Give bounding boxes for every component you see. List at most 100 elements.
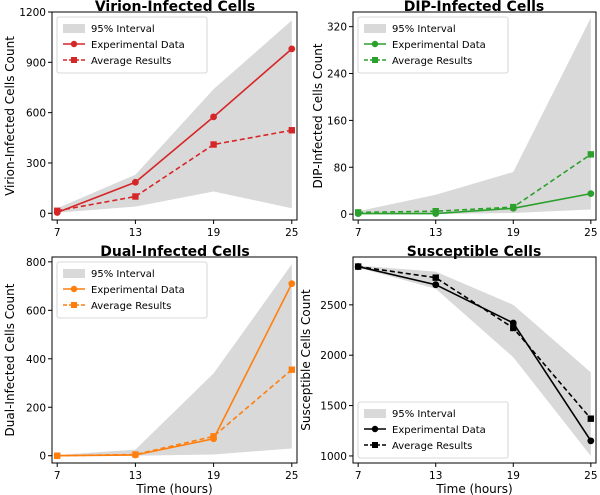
chart-dual-infected-cells-legend-average-results-marker xyxy=(71,302,77,308)
chart-virion-infected-cells-series-experimental-data-line xyxy=(56,48,293,214)
chart-susceptible-cells-x-tick-label: 25 xyxy=(584,470,597,482)
chart-dual-infected-cells-x-tick-label: 13 xyxy=(129,470,142,482)
chart-virion-infected-cells-y-tick-label: 0 xyxy=(39,208,46,220)
chart-dual-infected-cells-axes-frame xyxy=(51,256,298,464)
chart-dip-infected-cells: 7 13 19 25 0 80 160 240 320 DIP-Infected Cells DIP… xyxy=(311,0,598,239)
chart-dip-infected-cells-legend-experimental-data-marker xyxy=(371,40,379,48)
chart-dual-infected-cells-series-average-results-point xyxy=(210,433,217,440)
chart-susceptible-cells-series-average-results-point xyxy=(510,324,517,332)
chart-dip-infected-cells-series-experimental-data-point xyxy=(587,190,595,198)
chart-virion-infected-cells-legend-average-results-marker xyxy=(71,57,77,63)
chart-dip-infected-cells-legend-interval-label: 95% Interval xyxy=(392,24,456,35)
chart-dual-infected-cells-interval-band xyxy=(57,264,292,456)
chart-dual-infected-cells-legend-box xyxy=(56,261,208,319)
chart-dual-infected-cells-y-tick-label: 600 xyxy=(26,305,46,317)
chart-susceptible-cells-x-tick-label: 7 xyxy=(355,470,362,482)
chart-susceptible-cells-title: Susceptible Cells xyxy=(407,244,542,260)
chart-dip-infected-cells-series-average-results-point xyxy=(510,203,517,211)
chart-dip-infected-cells-x-tick-label: 13 xyxy=(429,227,442,239)
chart-dip-infected-cells-legend: 95% Interval Experimental Data Average Res… xyxy=(357,16,509,74)
chart-susceptible-cells-series-experimental-data-line xyxy=(357,265,592,442)
chart-virion-infected-cells-x-tick-label: 13 xyxy=(129,227,142,239)
chart-dual-infected-cells: 7 13 19 25 0 200 400 600 800 Dual-Infected Cells D… xyxy=(3,244,298,495)
chart-dip-infected-cells-legend-average-results-marker xyxy=(372,57,378,63)
chart-dip-infected-cells-axes-frame xyxy=(352,11,597,221)
chart-dual-infected-cells-x-tick-label: 7 xyxy=(54,470,61,482)
chart-virion-infected-cells-y-tick-label: 600 xyxy=(26,108,46,120)
chart-dual-infected-cells-series-experimental-data-point xyxy=(288,280,296,288)
chart-susceptible-cells-series-average-results-line xyxy=(358,265,592,420)
chart-virion-infected-cells-y-tick-label: 300 xyxy=(26,158,46,170)
chart-virion-infected-cells-series-experimental-data-point xyxy=(210,113,217,121)
chart-virion-infected-cells-legend-experimental-data-label: Experimental Data xyxy=(91,40,185,51)
chart-susceptible-cells-series-experimental-data-point xyxy=(509,319,517,327)
chart-dip-infected-cells-legend-box xyxy=(357,16,509,74)
chart-dip-infected-cells-y-tick-label: 0 xyxy=(340,209,347,221)
chart-susceptible-cells-y-tick-label: 2000 xyxy=(320,350,347,362)
chart-virion-infected-cells-x-tick-label: 19 xyxy=(207,227,220,239)
chart-susceptible-cells-y-tick-label: 1500 xyxy=(320,401,347,413)
chart-dip-infected-cells-series-average-results-line xyxy=(358,153,592,214)
chart-dual-infected-cells-x-tick-label: 19 xyxy=(207,470,220,482)
chart-dip-infected-cells-y-tick-label: 240 xyxy=(327,69,347,81)
chart-susceptible-cells-y-tick-label: 1000 xyxy=(320,451,347,463)
chart-virion-infected-cells-legend-experimental-data-marker xyxy=(70,40,78,48)
chart-virion-infected-cells-legend-interval-swatch xyxy=(63,24,85,33)
chart-dual-infected-cells-legend-interval-swatch xyxy=(63,269,85,278)
chart-dual-infected-cells-legend-average-results-label: Average Results xyxy=(91,301,171,312)
chart-dip-infected-cells-x-tick-label: 19 xyxy=(507,227,520,239)
chart-dip-infected-cells-series-average-results-point xyxy=(432,208,439,215)
chart-susceptible-cells-series-experimental-data-point xyxy=(587,437,595,445)
chart-dip-infected-cells-x-tick-label: 25 xyxy=(584,227,597,239)
chart-virion-infected-cells-legend-average-results-label: Average Results xyxy=(91,56,171,67)
chart-susceptible-cells-legend-interval-label: 95% Interval xyxy=(392,409,456,420)
chart-virion-infected-cells-series-experimental-data-point xyxy=(132,178,139,186)
chart-virion-infected-cells: 7 13 19 25 0 300 600 900 1200 Virion-Infected Cel… xyxy=(3,0,298,239)
chart-susceptible-cells-ylabel: Susceptible Cells Count xyxy=(299,289,313,431)
chart-susceptible-cells-axes-frame xyxy=(352,256,597,464)
chart-dip-infected-cells-legend-experimental-data-label: Experimental Data xyxy=(392,40,486,51)
chart-susceptible-cells-legend-average-results-marker xyxy=(372,442,378,448)
chart-dual-infected-cells-x-tick-label: 25 xyxy=(285,470,298,482)
chart-dual-infected-cells-y-tick-label: 800 xyxy=(26,257,46,269)
chart-dip-infected-cells-y-tick-label: 80 xyxy=(334,162,347,174)
chart-susceptible-cells-legend-average-results-label: Average Results xyxy=(392,441,472,452)
chart-dual-infected-cells-legend-experimental-data-label: Experimental Data xyxy=(91,285,185,296)
chart-dip-infected-cells-legend-interval-swatch xyxy=(364,24,386,33)
chart-dual-infected-cells-series-average-results-point xyxy=(132,451,139,458)
chart-virion-infected-cells-legend-box xyxy=(56,16,208,74)
chart-virion-infected-cells-series-average-results-point xyxy=(132,193,139,200)
chart-dual-infected-cells-title: Dual-Infected Cells xyxy=(100,244,250,260)
chart-virion-infected-cells-ylabel: Virion-Infected Cells Count xyxy=(3,36,17,196)
chart-virion-infected-cells-legend: 95% Interval Experimental Data Average Res… xyxy=(56,16,208,74)
chart-dual-infected-cells-series-average-results-point xyxy=(54,452,61,459)
chart-susceptible-cells-series-average-results-point xyxy=(432,274,439,281)
chart-virion-infected-cells-y-tick-label: 1200 xyxy=(19,7,46,19)
chart-virion-infected-cells-legend-interval-label: 95% Interval xyxy=(91,24,155,35)
chart-susceptible-cells-legend: 95% Interval Experimental Data Average Res… xyxy=(357,401,509,459)
chart-dip-infected-cells-series-experimental-data-line xyxy=(358,192,591,215)
chart-dual-infected-cells-legend: 95% Interval Experimental Data Average Res… xyxy=(56,261,208,319)
chart-dual-infected-cells-legend-interval-label: 95% Interval xyxy=(91,269,155,280)
chart-dip-infected-cells-y-tick-label: 320 xyxy=(327,22,347,34)
chart-dual-infected-cells-series-average-results-point xyxy=(288,366,295,373)
chart-susceptible-cells-x-tick-label: 13 xyxy=(429,470,442,482)
chart-susceptible-cells-legend-interval-swatch xyxy=(364,409,386,418)
chart-virion-infected-cells-x-tick-label: 25 xyxy=(285,227,298,239)
chart-dip-infected-cells-y-tick-label: 160 xyxy=(327,115,347,127)
chart-virion-infected-cells-title: Virion-Infected Cells xyxy=(95,0,255,15)
chart-dual-infected-cells-y-tick-label: 400 xyxy=(26,354,46,366)
chart-dip-infected-cells-x-tick-label: 7 xyxy=(355,227,362,239)
chart-dual-infected-cells-legend-experimental-data-marker xyxy=(70,285,78,293)
chart-dip-infected-cells-series-average-results-point xyxy=(354,209,362,216)
chart-susceptible-cells-legend-box xyxy=(357,401,509,459)
chart-dual-infected-cells-series-average-results-line xyxy=(57,369,293,457)
chart-virion-infected-cells-x-tick-label: 7 xyxy=(54,227,61,239)
chart-susceptible-cells-legend-experimental-data-label: Experimental Data xyxy=(392,425,486,436)
chart-dual-infected-cells-y-tick-label: 200 xyxy=(26,402,46,414)
chart-virion-infected-cells-interval-band xyxy=(57,20,292,213)
chart-virion-infected-cells-series-average-results-point xyxy=(54,207,61,214)
chart-susceptible-cells-legend-experimental-data-marker xyxy=(371,425,379,433)
chart-susceptible-cells: 7 13 19 25 1000 1500 2000 2500 Susceptible Cells… xyxy=(299,244,598,495)
